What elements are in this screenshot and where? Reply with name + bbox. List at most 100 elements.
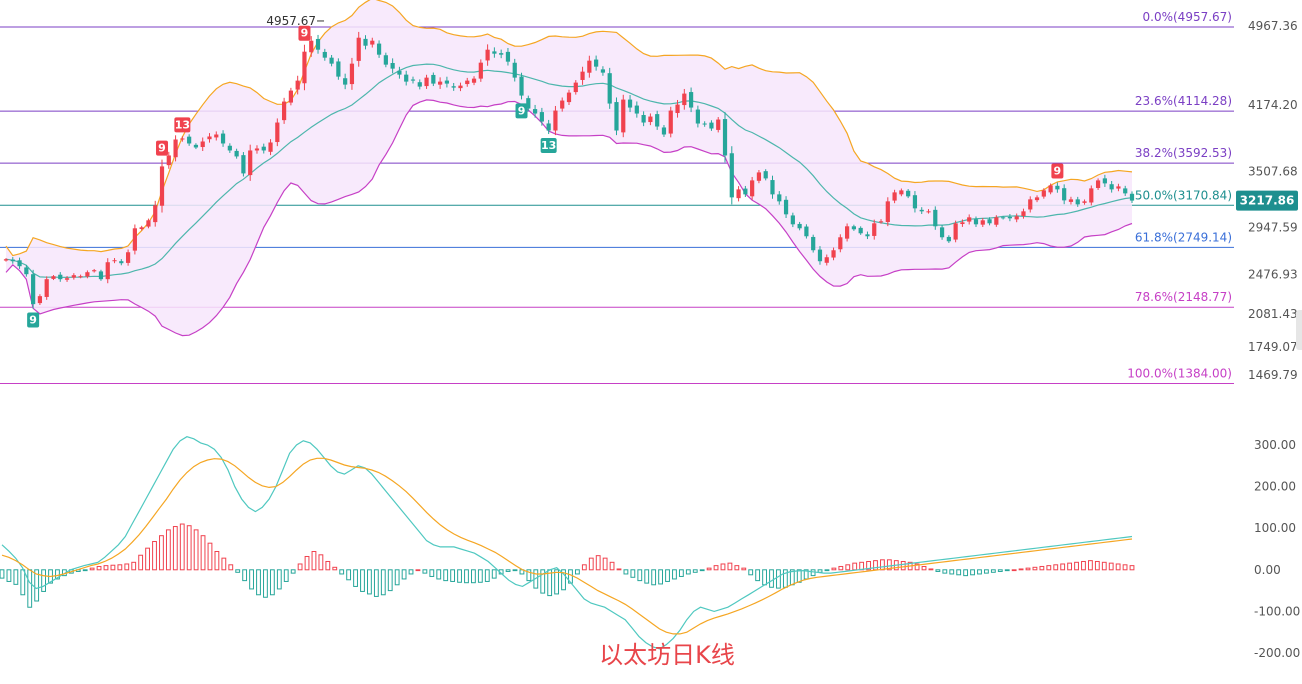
candle-47 (322, 48, 327, 61)
macd-hist-bar-122 (845, 564, 851, 571)
candle-body-60 (410, 79, 416, 81)
macd-hist-bar-149 (1032, 566, 1038, 571)
macd-hist-bar-26 (179, 523, 185, 571)
candle-body-152 (1034, 197, 1040, 201)
candle-83 (566, 89, 572, 105)
candle-body-103 (702, 123, 707, 125)
macd-hist-bar-45 (311, 550, 317, 571)
candle-body-25 (173, 139, 178, 158)
macd-hist-bar-34 (235, 569, 241, 573)
signal-badges: 9 9 13 9 9 13 9 (27, 25, 1064, 328)
macd-hist-bar-81 (561, 569, 566, 591)
candle-body-114 (777, 194, 782, 202)
macd-hist-bar-13 (89, 567, 95, 571)
candle-98 (668, 106, 673, 138)
candle-body-41 (282, 101, 287, 121)
candle-body-29 (200, 141, 205, 148)
candle-154 (1048, 183, 1053, 195)
macd-hist-bar-50 (346, 569, 352, 581)
candle-166 (1129, 191, 1135, 203)
candle-body-32 (220, 133, 226, 144)
candle-76 (519, 72, 524, 100)
candle-93 (634, 101, 639, 118)
macd-hist-bar-17 (117, 564, 123, 571)
candle-61 (417, 79, 422, 90)
candle-92 (627, 95, 633, 113)
candle-body-124 (845, 226, 850, 239)
candle-32 (220, 130, 226, 147)
macd-hist-bar-143 (990, 569, 996, 573)
macd-hist-bar-162 (1122, 564, 1128, 571)
signal-badge-text-3: 9 (301, 27, 309, 40)
candle-body-104 (709, 122, 714, 129)
candle-163 (1109, 180, 1114, 193)
signal-badge-0: 9 (27, 312, 40, 328)
candle-86 (587, 55, 592, 78)
price-tick-5: 2081.43 (1248, 307, 1298, 321)
candle-body-51 (349, 63, 355, 85)
candle-5 (37, 294, 43, 306)
candle-28 (193, 143, 199, 150)
macd-hist-bar-19 (131, 561, 137, 571)
candle-body-64 (438, 81, 443, 85)
candle-19 (132, 224, 137, 255)
macd-hist-bar-84 (581, 564, 587, 571)
macd-hist-bar-142 (984, 569, 989, 574)
macd-hist-bar-96 (665, 569, 670, 582)
candle-body-76 (519, 76, 524, 96)
candle-body-162 (1102, 178, 1107, 184)
candle-body-161 (1095, 180, 1101, 188)
band-middle-line (5, 63, 1133, 279)
candle-body-105 (716, 119, 721, 130)
candle-body-148 (1007, 216, 1013, 219)
macd-hist-bar-62 (429, 569, 435, 577)
candle-body-102 (695, 109, 700, 124)
candle-102 (695, 105, 700, 128)
macd-hist-bar-137 (949, 569, 955, 575)
candle-body-69 (471, 78, 477, 83)
candle-36 (248, 144, 253, 181)
candle-body-128 (872, 223, 877, 236)
candle-152 (1034, 195, 1040, 203)
candle-52 (356, 31, 361, 67)
candle-body-82 (560, 100, 565, 109)
candle-118 (804, 224, 809, 239)
candle-body-23 (159, 166, 165, 206)
candle-body-101 (688, 92, 694, 108)
macd-hist-bar-73 (505, 569, 511, 572)
candle-body-55 (376, 43, 382, 55)
macd-hist-bar-37 (256, 569, 261, 596)
candle-137 (933, 206, 938, 230)
candle-body-126 (858, 227, 863, 234)
macd-hist-bar-41 (283, 569, 289, 582)
candle-117 (797, 221, 802, 231)
candle-body-8 (58, 274, 63, 280)
candle-68 (465, 77, 470, 87)
candle-body-109 (743, 188, 748, 195)
candle-38 (261, 143, 266, 154)
macd-hist-bar-159 (1101, 561, 1107, 571)
candle-body-74 (505, 51, 511, 62)
candle-body-47 (322, 51, 327, 58)
candle-body-154 (1048, 185, 1053, 193)
candle-132 (899, 188, 904, 197)
macd-hist-bar-78 (540, 569, 546, 594)
right-edge-handle[interactable] (1296, 310, 1302, 350)
candle-body-2 (17, 260, 22, 267)
macd-hist-bar-59 (408, 569, 414, 575)
macd-hist-bar-76 (526, 569, 532, 582)
candle-body-11 (78, 276, 83, 278)
macd-dea-line (1, 457, 1133, 635)
candle-128 (872, 219, 877, 240)
candle-22 (153, 200, 158, 227)
candle-10 (71, 273, 76, 280)
candle-body-49 (336, 61, 341, 77)
candle-body-160 (1089, 188, 1094, 203)
signal-badge-text-4: 9 (518, 104, 526, 117)
candle-162 (1102, 174, 1107, 187)
macd-hist-bar-16 (110, 564, 116, 571)
candle-82 (560, 97, 565, 112)
candle-body-72 (492, 51, 497, 54)
candle-body-20 (139, 227, 144, 230)
candle-body-52 (356, 37, 361, 61)
